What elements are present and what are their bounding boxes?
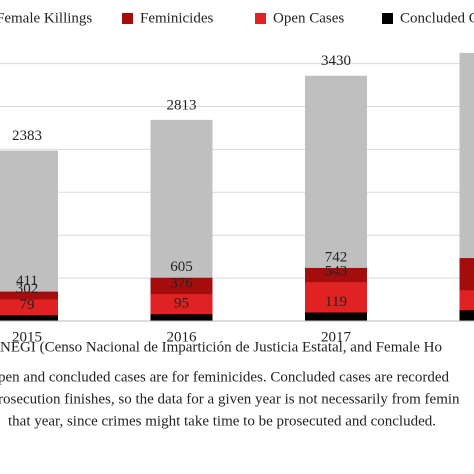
x-tick-label: 2015 xyxy=(12,329,42,345)
value-label: 95 xyxy=(174,296,189,312)
value-label: 543 xyxy=(325,264,348,280)
legend-swatch xyxy=(255,13,266,24)
x-tick-label: 2017 xyxy=(321,329,352,345)
bar xyxy=(459,52,474,321)
legend-label: Feminicides xyxy=(140,10,213,26)
legend-label: Female Killings xyxy=(0,10,92,26)
value-label: 2383 xyxy=(12,128,42,144)
legend-swatch xyxy=(122,13,133,24)
source-text: NEGI (Censo Nacional de Impartición de J… xyxy=(0,339,442,355)
note-line: that year, since crimes might take time … xyxy=(8,413,436,429)
value-label: 2813 xyxy=(167,97,197,113)
x-tick-label: 2016 xyxy=(167,329,198,345)
note-line: rosecution finishes, so the data for a g… xyxy=(0,391,460,407)
value-label: 376 xyxy=(170,276,193,292)
note-line: pen and concluded cases are for feminici… xyxy=(0,369,450,385)
bar xyxy=(150,314,213,321)
value-label: 411 xyxy=(16,273,38,289)
value-label: 3430 xyxy=(321,53,351,69)
bar xyxy=(0,315,58,321)
bar xyxy=(305,312,367,321)
value-label: 79 xyxy=(20,297,35,313)
value-label: 742 xyxy=(325,249,348,265)
legend-label: Concluded Cases xyxy=(400,10,474,26)
value-label: 302 xyxy=(16,281,39,297)
legend-swatch xyxy=(382,13,393,24)
legend-label: Open Cases xyxy=(273,10,344,26)
value-label: 605 xyxy=(170,259,193,275)
bar xyxy=(459,310,474,321)
value-label: 119 xyxy=(325,294,347,310)
